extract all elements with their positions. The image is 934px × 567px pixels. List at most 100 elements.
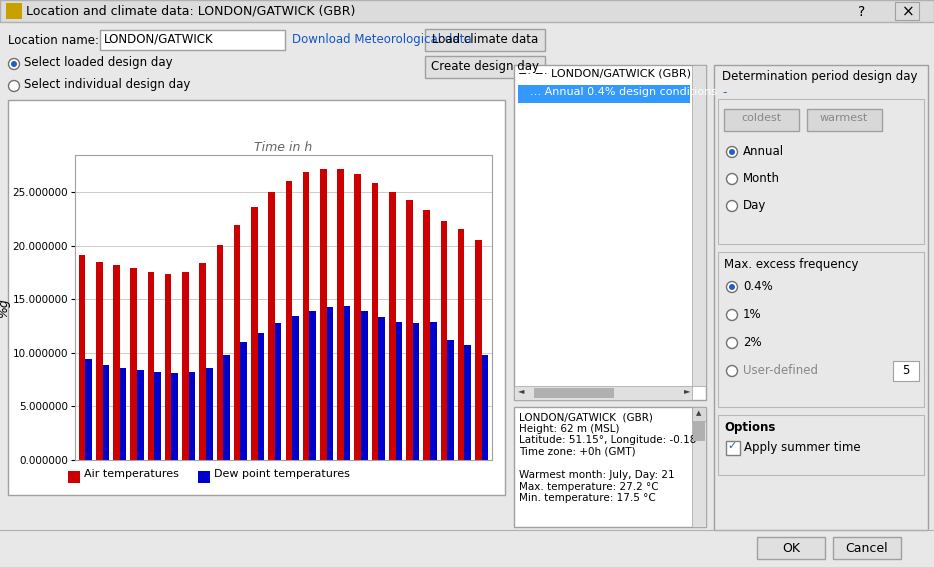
Bar — [714, 65, 928, 530]
Bar — [309, 311, 316, 460]
Circle shape — [727, 174, 738, 184]
Bar — [724, 109, 799, 131]
Bar — [6, 3, 22, 19]
Text: ×: × — [901, 4, 914, 19]
Circle shape — [727, 281, 738, 293]
Bar — [258, 333, 264, 460]
Bar — [320, 169, 327, 460]
Circle shape — [727, 310, 738, 320]
Text: Month: Month — [743, 172, 780, 185]
Bar — [372, 183, 378, 460]
Text: User-defined: User-defined — [743, 364, 818, 377]
Bar — [327, 307, 333, 460]
Bar — [268, 192, 275, 460]
Bar — [692, 407, 706, 421]
Bar — [430, 322, 436, 460]
Bar — [413, 323, 419, 460]
Bar — [78, 255, 85, 460]
Text: Download Meteorological data: Download Meteorological data — [292, 33, 472, 46]
Text: Select individual design day: Select individual design day — [24, 78, 191, 91]
Bar — [692, 407, 706, 527]
Bar — [895, 2, 919, 20]
Bar — [182, 272, 189, 460]
Text: −· −· LONDON/GATWICK (GBR): −· −· LONDON/GATWICK (GBR) — [518, 69, 691, 79]
Text: LONDON/GATWICK: LONDON/GATWICK — [104, 33, 214, 46]
Bar — [425, 56, 545, 78]
Bar — [165, 274, 172, 460]
Text: coldest: coldest — [741, 113, 781, 123]
Circle shape — [8, 81, 20, 91]
Bar — [217, 245, 223, 460]
Title: Time in h: Time in h — [254, 141, 313, 154]
Bar — [240, 342, 247, 460]
Text: Select loaded design day: Select loaded design day — [24, 56, 173, 69]
Bar — [131, 268, 137, 460]
Bar — [718, 99, 924, 244]
Bar — [120, 368, 126, 460]
Bar — [406, 200, 413, 460]
Bar — [344, 306, 350, 460]
Circle shape — [11, 61, 17, 67]
Bar — [206, 368, 213, 460]
Circle shape — [727, 146, 738, 158]
Circle shape — [729, 149, 735, 155]
Text: warmest: warmest — [820, 113, 868, 123]
Text: Location name:: Location name: — [8, 34, 99, 47]
Bar — [200, 263, 206, 460]
Bar — [103, 365, 109, 460]
Bar — [303, 172, 309, 460]
Bar — [234, 225, 240, 460]
Text: Apply summer time: Apply summer time — [744, 441, 860, 454]
Text: ✓: ✓ — [727, 441, 736, 451]
Bar — [0, 0, 934, 22]
Y-axis label: %g: %g — [0, 298, 9, 318]
Bar — [757, 537, 825, 559]
Bar — [692, 65, 706, 386]
Text: Location and climate data: LONDON/GATWICK (GBR): Location and climate data: LONDON/GATWIC… — [26, 5, 355, 18]
Bar — [514, 407, 706, 527]
Circle shape — [727, 337, 738, 349]
Bar — [251, 208, 258, 460]
Text: Air temperatures: Air temperatures — [84, 469, 179, 479]
Bar — [458, 229, 464, 460]
Text: Cancel: Cancel — [845, 542, 888, 555]
Text: Annual: Annual — [743, 145, 785, 158]
Bar — [475, 239, 482, 460]
Circle shape — [727, 366, 738, 376]
Text: OK: OK — [782, 542, 800, 555]
Bar — [395, 322, 402, 460]
Text: ◄: ◄ — [518, 386, 525, 395]
Text: ?: ? — [858, 5, 866, 19]
Text: 1%: 1% — [743, 308, 761, 321]
Text: Create design day: Create design day — [431, 60, 539, 73]
Bar — [389, 192, 395, 460]
Bar — [893, 361, 919, 381]
Bar — [464, 345, 471, 460]
Bar — [8, 100, 505, 495]
Text: Dew point temperatures: Dew point temperatures — [214, 469, 350, 479]
Text: 0.4%: 0.4% — [743, 280, 772, 293]
Bar — [172, 373, 178, 460]
Bar — [447, 340, 454, 460]
Text: 2%: 2% — [743, 336, 761, 349]
Bar — [154, 373, 161, 460]
Text: ►: ► — [684, 386, 690, 395]
Bar — [514, 65, 706, 400]
Bar — [726, 441, 740, 455]
Bar — [718, 252, 924, 407]
Bar — [148, 272, 154, 460]
Text: ▲: ▲ — [697, 410, 701, 416]
Bar — [378, 316, 385, 460]
Text: -: - — [722, 86, 727, 99]
Bar — [441, 221, 447, 460]
Bar — [482, 355, 488, 460]
Bar — [275, 323, 281, 460]
Bar — [68, 471, 80, 483]
Bar — [833, 537, 901, 559]
Bar — [189, 373, 195, 460]
Bar — [286, 181, 292, 460]
Bar — [518, 85, 690, 103]
Bar — [718, 415, 924, 475]
Text: Max. excess frequency: Max. excess frequency — [724, 258, 858, 271]
Bar — [807, 109, 882, 131]
